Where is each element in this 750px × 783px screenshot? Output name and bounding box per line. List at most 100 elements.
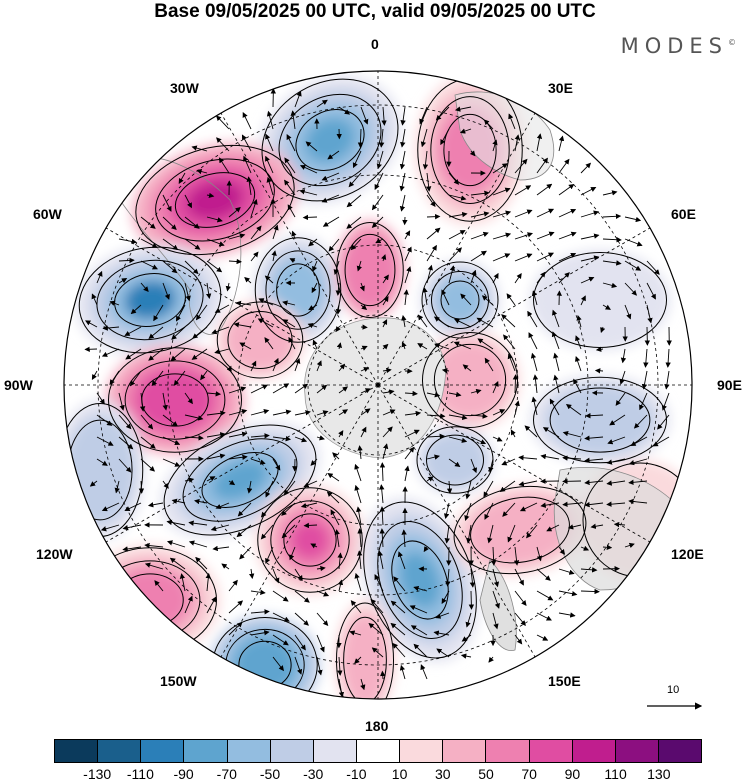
wind-arrow: [228, 408, 248, 416]
meridian-line: [100, 224, 379, 386]
wind-arrow: [205, 282, 212, 300]
wind-arrow: [265, 480, 274, 498]
wind-arrow: [619, 370, 626, 385]
wind-arrow: [338, 678, 345, 698]
wind-arrow: [646, 260, 660, 275]
wind-arrow: [580, 186, 597, 196]
contour-line: [270, 500, 350, 580]
wind-arrow: [514, 134, 520, 152]
wind-arrow: [404, 429, 420, 438]
wind-arrow: [584, 501, 604, 508]
modes-logo: MODES©: [621, 34, 736, 58]
wind-arrow: [287, 204, 296, 218]
wind-arrow: [250, 360, 257, 372]
wind-arrow: [338, 106, 351, 115]
wind-arrow: [282, 319, 296, 328]
wind-arrow: [595, 346, 604, 352]
lon-label-150w: 150W: [160, 673, 197, 689]
wind-arrow: [333, 260, 340, 276]
wind-arrow: [403, 289, 409, 306]
wind-arrow: [226, 365, 232, 372]
wind-arrow: [464, 502, 472, 521]
wind-arrow: [518, 455, 538, 461]
wind-arrow: [249, 568, 255, 580]
wind-arrow: [206, 192, 215, 199]
wind-arrow: [265, 155, 274, 174]
wind-arrow: [508, 113, 516, 130]
wind-arrow: [462, 364, 472, 372]
contour-line: [533, 376, 667, 464]
wind-arrow: [289, 546, 296, 561]
wind-arrow: [536, 183, 553, 196]
wind-arrow: [272, 612, 290, 622]
wind-arrow: [85, 320, 98, 328]
colorbar-tick-label: -30: [303, 766, 324, 782]
colorbar-swatch: [400, 740, 444, 762]
colorbar-swatch: [313, 740, 357, 762]
wind-arrow: [184, 435, 204, 441]
wind-arrow: [602, 237, 622, 243]
wind-arrow: [514, 253, 533, 262]
wind-arrow: [501, 458, 516, 466]
wind-arrow: [162, 282, 170, 300]
wind-arrow: [536, 271, 546, 284]
wind-arrow: [401, 341, 407, 350]
wind-arrow: [260, 502, 274, 518]
wind-arrow: [284, 179, 296, 196]
wind-arrow: [624, 216, 642, 223]
wind-arrow: [488, 656, 494, 663]
wind-arrow: [492, 612, 499, 630]
wind-arrow: [382, 389, 395, 395]
wind-arrow: [196, 168, 208, 175]
wind-arrow: [264, 275, 274, 284]
wind-arrow: [239, 546, 252, 560]
anomaly-cell: [530, 250, 670, 350]
wind-arrow: [357, 445, 363, 460]
wind-arrow: [375, 238, 384, 244]
wind-arrow: [258, 298, 274, 306]
wind-arrow: [441, 368, 450, 374]
wind-arrow: [288, 336, 296, 350]
wind-arrow: [354, 572, 362, 592]
wind-arrow: [338, 409, 349, 416]
wind-arrow: [434, 342, 450, 350]
wind-arrow: [484, 502, 494, 520]
wind-arrow: [140, 436, 156, 449]
colorbar-tick-label: 50: [478, 766, 494, 782]
wind-arrow: [536, 231, 555, 240]
wind-arrow: [337, 656, 343, 676]
wind-arrow: [567, 524, 582, 530]
wind-arrow: [553, 374, 560, 394]
wind-arrow: [109, 300, 120, 306]
colorbar-swatch: [443, 740, 487, 762]
wind-arrow: [441, 590, 450, 605]
wind-arrow: [580, 210, 600, 218]
wind-arrow: [360, 345, 368, 351]
wind-arrow: [470, 231, 489, 240]
wind-arrow: [602, 190, 618, 196]
wind-arrow: [162, 480, 169, 489]
wind-arrow: [294, 634, 306, 651]
wind-arrow: [206, 476, 216, 482]
wind-arrow: [327, 473, 340, 482]
wind-arrow: [359, 282, 365, 292]
wind-arrow: [448, 391, 462, 398]
wind-arrow: [184, 194, 192, 209]
wind-arrow: [514, 612, 526, 626]
wind-arrow: [118, 458, 132, 473]
lon-label-180: 180: [365, 718, 389, 734]
wind-arrow: [426, 392, 441, 398]
wind-arrow: [357, 528, 363, 548]
wind-arrow: [368, 622, 384, 636]
wind-arrow: [379, 484, 385, 504]
colorbar-tick-label: 110: [604, 766, 627, 782]
wind-arrow: [294, 436, 308, 443]
colorbar-swatch: [184, 740, 228, 762]
wind-arrow: [272, 409, 292, 416]
wind-arrow: [102, 325, 120, 331]
wind-arrow: [264, 337, 274, 350]
wind-arrow: [154, 580, 164, 592]
wind-arrow: [178, 172, 186, 184]
wind-arrow: [151, 370, 164, 387]
wind-arrow: [606, 501, 626, 507]
